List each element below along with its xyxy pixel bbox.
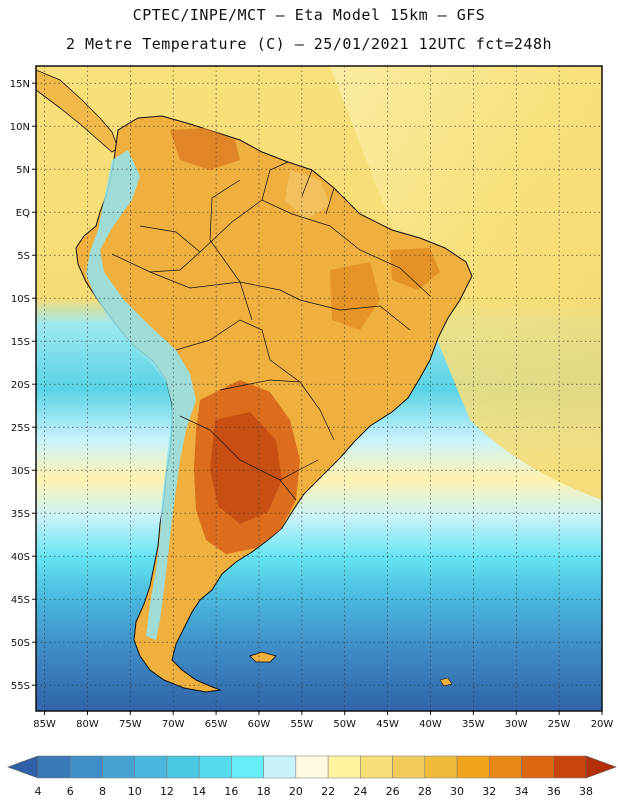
colorbar-label: 20 (289, 785, 303, 798)
lat-tick-label: 45S (11, 595, 30, 606)
colorbar-segment (37, 755, 71, 779)
lon-tick-label: 70W (162, 719, 185, 730)
colorbar-segment (166, 755, 200, 779)
colorbar-label: 10 (128, 785, 142, 798)
colorbar-label: 12 (160, 785, 174, 798)
lat-tick-label: 20S (11, 380, 30, 391)
lon-tick-label: 85W (33, 719, 56, 730)
colorbar-segment (489, 755, 522, 779)
lon-tick-label: 55W (291, 719, 314, 730)
lat-tick-label: 35S (11, 509, 30, 520)
colorbar-label: 28 (418, 785, 432, 798)
lon-tick-label: 25W (548, 719, 571, 730)
andes-cool-zone (86, 150, 196, 640)
colorbar-label: 18 (257, 785, 271, 798)
colorbar-label: 36 (547, 785, 561, 798)
colorbar-segment (392, 755, 426, 779)
colorbar-segment (69, 755, 103, 779)
colorbar-segment (102, 755, 135, 779)
lon-tick-label: 45W (376, 719, 399, 730)
colorbar-segment (424, 755, 458, 779)
very-hot-core (210, 412, 282, 524)
hot-zone-northeast (390, 248, 440, 290)
lon-tick-label: 80W (76, 719, 99, 730)
colorbar: 4 6 8 10 12 14 16 18 20 22 24 26 28 30 32 34 36 38 (7, 755, 617, 798)
colorbar-label: 24 (353, 785, 367, 798)
colorbar-label: 14 (192, 785, 206, 798)
colorbar-label: 38 (579, 785, 593, 798)
colorbar-segment (198, 755, 232, 779)
colorbar-label: 22 (321, 785, 335, 798)
lat-tick-label: 10N (10, 122, 30, 133)
colorbar-label: 16 (224, 785, 238, 798)
colorbar-label: 30 (450, 785, 464, 798)
hot-zone-brazil (330, 262, 380, 330)
lon-tick-label: 60W (248, 719, 271, 730)
colorbar-segment (521, 755, 555, 779)
colorbar-segment (295, 755, 329, 779)
map-title-line2: 2 Metre Temperature (C) – 25/01/2021 12U… (65, 35, 553, 53)
colorbar-high-cap (585, 755, 617, 779)
colorbar-segment (231, 755, 264, 779)
mild-zone-guianas (285, 170, 330, 220)
colorbar-label: 34 (515, 785, 529, 798)
colorbar-label: 32 (482, 785, 496, 798)
lat-tick-label: 15N (10, 79, 30, 90)
falkland-islands (249, 651, 277, 663)
lat-tick-label: 25S (11, 423, 30, 434)
central-america-land (36, 69, 119, 153)
lon-tick-label: 65W (205, 719, 228, 730)
lat-tick-label: EQ (16, 208, 30, 219)
colorbar-segment (360, 755, 393, 779)
lat-tick-label: 10S (11, 294, 30, 305)
colorbar-segment (263, 755, 297, 779)
lon-tick-label: 75W (119, 719, 142, 730)
colorbar-segment (134, 755, 168, 779)
colorbar-segment (456, 755, 490, 779)
colorbar-segment (553, 755, 587, 779)
colorbar-label: 8 (99, 785, 106, 798)
lon-tick-label: 35W (462, 719, 485, 730)
south-georgia-island (439, 677, 453, 687)
lon-tick-label: 40W (419, 719, 442, 730)
colorbar-label: 26 (386, 785, 400, 798)
lon-tick-label: 50W (333, 719, 356, 730)
lat-tick-label: 55S (11, 681, 30, 692)
lat-tick-label: 40S (11, 552, 30, 563)
hot-zone-venezuela (170, 128, 240, 170)
lat-tick-label: 50S (11, 638, 30, 649)
lat-tick-label: 15S (11, 337, 30, 348)
lat-tick-label: 5N (16, 165, 30, 176)
lon-tick-label: 30W (505, 719, 528, 730)
lat-tick-label: 30S (11, 466, 30, 477)
lat-tick-label: 5S (17, 251, 30, 262)
map-title-line1: CPTEC/INPE/MCT – Eta Model 15km – GFS (132, 6, 486, 24)
map-frame (35, 65, 603, 712)
colorbar-label: 6 (67, 785, 74, 798)
colorbar-low-cap (7, 755, 39, 779)
colorbar-segment (327, 755, 361, 779)
lon-tick-label: 20W (591, 719, 614, 730)
colorbar-label: 4 (35, 785, 42, 798)
country-borders (111, 161, 431, 501)
